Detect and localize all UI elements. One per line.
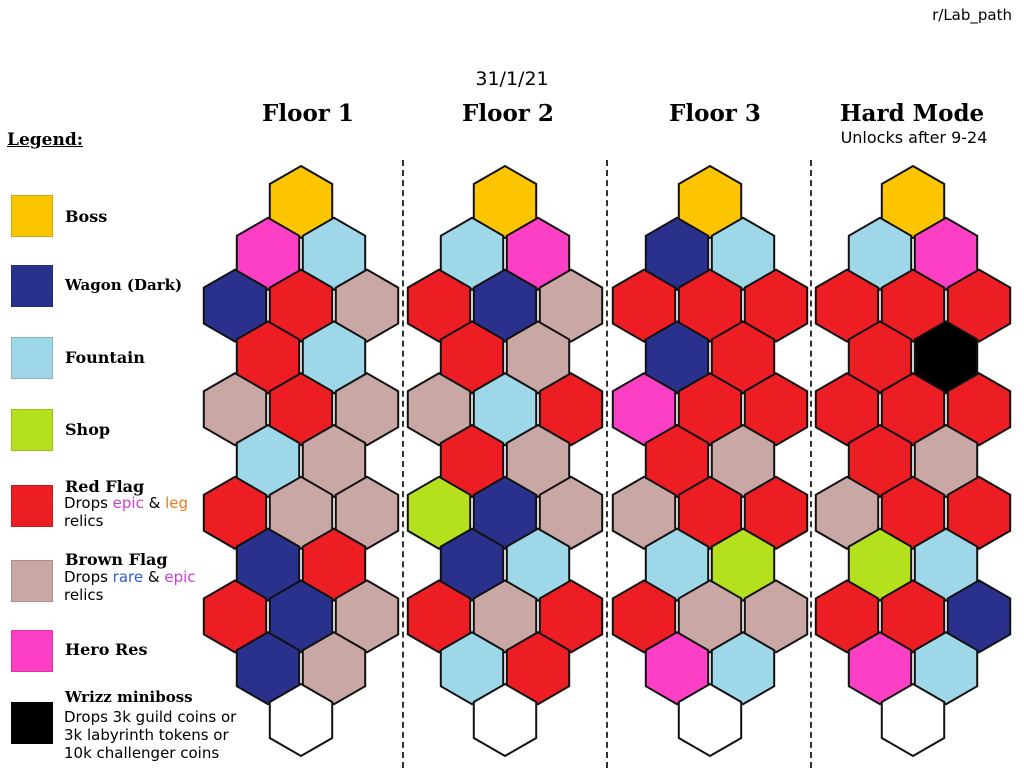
floor-3-map: [613, 166, 807, 756]
floor-4-map: [816, 166, 1010, 756]
floor-1-map: [204, 166, 398, 756]
floor-2-map: [408, 166, 602, 756]
